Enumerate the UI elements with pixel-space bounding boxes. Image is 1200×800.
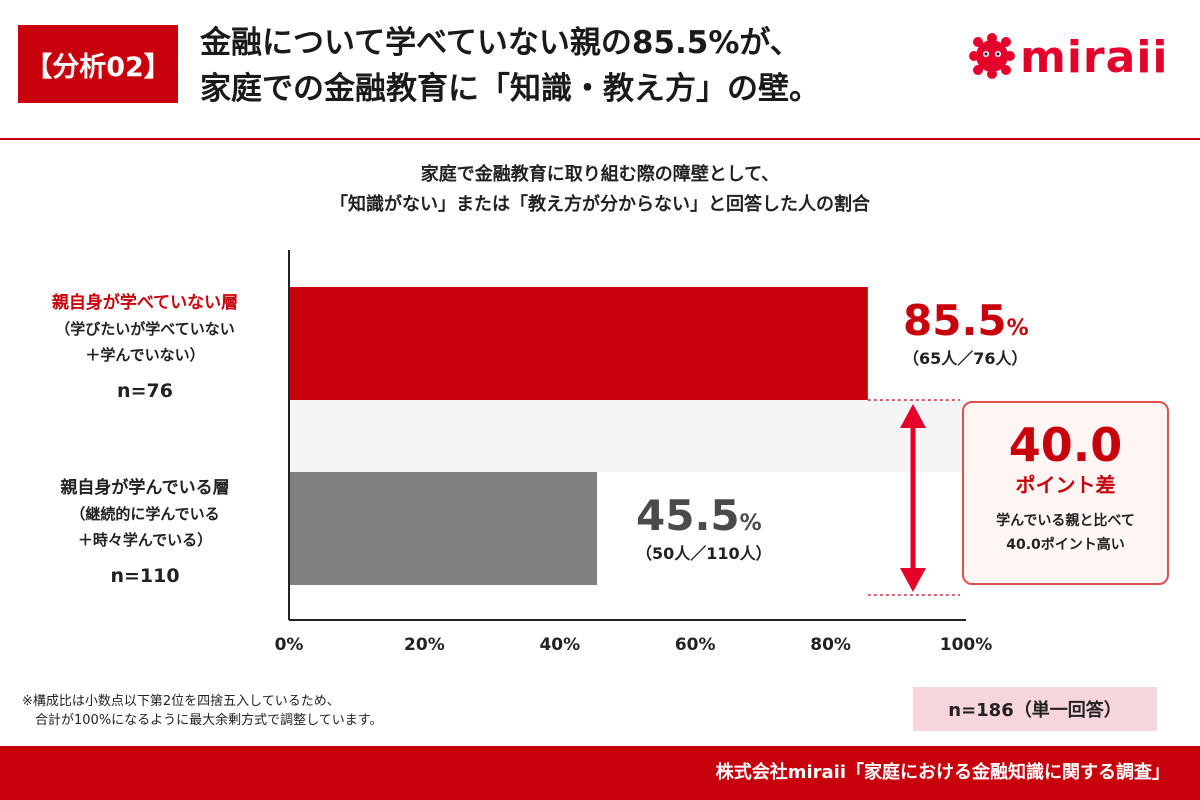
- bar-1: [289, 472, 598, 585]
- category-n-1: n=110: [110, 565, 180, 587]
- header-divider: [0, 138, 1200, 140]
- category-sub1-0: （学びたいが学べていない: [55, 320, 235, 338]
- footnote: ※構成比は小数点以下第2位を四捨五入しているため、 合計が100%になるように最…: [22, 692, 382, 730]
- value-unit-1: %: [739, 511, 762, 536]
- value-number-0: 85.5: [903, 296, 1007, 345]
- chart-band: [289, 400, 966, 472]
- footer: 株式会社miraii「家庭における金融知識に関する調査」: [0, 746, 1200, 800]
- value-label-0: 85.5% （65人／76人）: [903, 297, 1029, 371]
- category-name-0: 親自身が学べていない層: [51, 293, 239, 313]
- value-number-1: 45.5: [636, 491, 740, 540]
- category-label-1: 親自身が学んでいる層 （継続的に学んでいる ＋時々学んでいる） n=110: [20, 475, 270, 591]
- difference-callout: 40.0 ポイント差 学んでいる親と比べて 40.0ポイント高い: [962, 401, 1169, 585]
- x-tick-label-1: 20%: [404, 635, 445, 655]
- x-tick-label-4: 80%: [810, 635, 851, 655]
- difference-unit: ポイント差: [1015, 473, 1116, 497]
- value-label-1: 45.5% （50人／110人）: [636, 492, 772, 566]
- category-sub1-1: （継続的に学んでいる: [70, 505, 220, 523]
- chart-title: 家庭で金融教育に取り組む際の障壁として、 「知識がない」または「教え方が分からな…: [0, 160, 1200, 220]
- footer-source: 株式会社miraii「家庭における金融知識に関する調査」: [715, 762, 1170, 783]
- footnote-line-2: 合計が100%になるように最大余剰方式で調整しています。: [22, 713, 383, 728]
- x-tick-label-3: 60%: [675, 635, 716, 655]
- miraii-logo: miraii: [968, 30, 1178, 86]
- category-n-0: n=76: [117, 380, 173, 402]
- x-tick-label-0: 0%: [275, 635, 304, 655]
- sample-size-box: n=186（単一回答）: [913, 687, 1157, 731]
- title-line-1: 金融について学べていない親の85.5%が、: [200, 25, 801, 61]
- difference-desc: 学んでいる親と比べて 40.0ポイント高い: [964, 509, 1167, 557]
- logo-mascot-icon: [969, 33, 1015, 79]
- page-title: 金融について学べていない親の85.5%が、 家庭での金融教育に「知識・教え方」の…: [200, 20, 960, 112]
- x-tick-label-2: 40%: [539, 635, 580, 655]
- chart-title-line-2: 「知識がない」または「教え方が分からない」と回答した人の割合: [330, 194, 870, 215]
- category-sub2-1: ＋時々学んでいる）: [77, 531, 213, 549]
- value-count-0: （65人／76人）: [903, 349, 1028, 368]
- logo-text: miraii: [1020, 32, 1169, 83]
- difference-desc-line-1: 学んでいる親と比べて: [996, 513, 1135, 529]
- category-sub2-0: ＋学んでいない）: [85, 346, 205, 364]
- difference-arrow-up-icon: [900, 404, 926, 428]
- header: 【分析02】 金融について学べていない親の85.5%が、 家庭での金融教育に「知…: [0, 0, 1200, 140]
- category-label-0: 親自身が学べていない層 （学びたいが学べていない ＋学んでいない） n=76: [20, 290, 270, 406]
- x-tick-label-5: 100%: [940, 635, 993, 655]
- difference-desc-line-2: 40.0ポイント高い: [1006, 537, 1125, 553]
- analysis-badge: 【分析02】: [18, 25, 178, 103]
- footnote-line-1: ※構成比は小数点以下第2位を四捨五入しているため、: [22, 694, 340, 709]
- value-count-1: （50人／110人）: [636, 544, 772, 563]
- title-line-2: 家庭での金融教育に「知識・教え方」の壁。: [200, 71, 820, 107]
- value-unit-0: %: [1006, 316, 1029, 341]
- chart-title-line-1: 家庭で金融教育に取り組む際の障壁として、: [420, 164, 780, 185]
- bar-0: [289, 287, 868, 400]
- difference-arrow-down-icon: [900, 568, 926, 592]
- category-name-1: 親自身が学んでいる層: [60, 478, 230, 498]
- difference-value: 40.0: [1008, 418, 1123, 472]
